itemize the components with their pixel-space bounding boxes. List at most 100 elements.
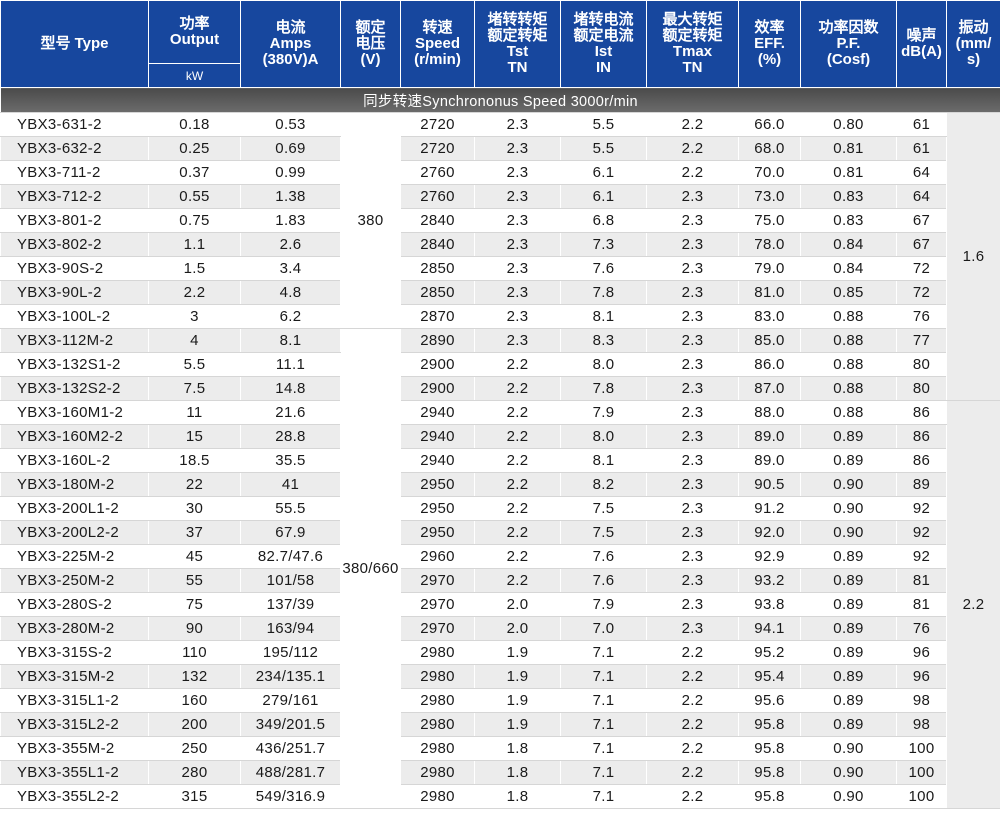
cell-tst-tn: 2.2: [474, 376, 561, 401]
cell-tmax-tn: 2.2: [646, 136, 739, 161]
cell-power-factor: 0.81: [800, 160, 897, 185]
table-row: YBX3-801-2 0.75 1.83 2840 2.3 6.8 2.3 75.0 0.83 6…: [0, 208, 1000, 233]
cell-ist-in: 7.1: [560, 664, 647, 689]
cell-power-factor: 0.89: [800, 664, 897, 689]
cell-noise: 64: [896, 184, 947, 209]
cell-tst-tn: 2.2: [474, 424, 561, 449]
cell-model: YBX3-132S1-2: [0, 352, 149, 377]
cell-speed: 2980: [400, 664, 475, 689]
cell-model: YBX3-200L1-2: [0, 496, 149, 521]
table-row: YBX3-225M-2 45 82.7/47.6 2960 2.2 7.6 2.3 92.9 0…: [0, 544, 1000, 569]
cell-current: 82.7/47.6: [240, 544, 341, 569]
cell-tst-tn: 2.3: [474, 256, 561, 281]
cell-power-factor: 0.89: [800, 448, 897, 473]
cell-power: 1.1: [148, 232, 241, 257]
cell-tst-tn: 2.2: [474, 352, 561, 377]
cell-model: YBX3-801-2: [0, 208, 149, 233]
cell-noise: 92: [896, 496, 947, 521]
cell-current: 101/58: [240, 568, 341, 593]
cell-tst-tn: 2.3: [474, 112, 561, 137]
cell-power: 5.5: [148, 352, 241, 377]
table-row: YBX3-100L-2 3 6.2 2870 2.3 8.1 2.3 83.0 0.88 76: [0, 304, 1000, 329]
cell-ist-in: 7.1: [560, 712, 647, 737]
cell-current: 35.5: [240, 448, 341, 473]
cell-power: 22: [148, 472, 241, 497]
table-row: YBX3-315L1-2 160 279/161 2980 1.9 7.1 2.2 95.6 0…: [0, 688, 1000, 713]
table-row: YBX3-355L2-2 315 549/316.9 2980 1.8 7.1 2.2 95.…: [0, 784, 1000, 809]
cell-speed: 2840: [400, 208, 475, 233]
header-efficiency: 效率 EFF. (%): [738, 0, 801, 88]
cell-tst-tn: 2.2: [474, 496, 561, 521]
cell-noise: 100: [896, 760, 947, 785]
cell-efficiency: 95.4: [738, 664, 801, 689]
table-row: YBX3-132S2-2 7.5 14.8 2900 2.2 7.8 2.3 87.0 0.88…: [0, 376, 1000, 401]
table-header: 型号 Type 功率 Output 电流 Amps (380V)A 额定 电压 (V) 转…: [0, 0, 1000, 88]
header-power-unit: kW: [148, 63, 241, 88]
cell-efficiency: 85.0: [738, 328, 801, 353]
cell-ist-in: 7.1: [560, 784, 647, 809]
cell-tst-tn: 2.0: [474, 616, 561, 641]
cell-current: 234/135.1: [240, 664, 341, 689]
table-row: YBX3-355L1-2 280 488/281.7 2980 1.8 7.1 2.2 95.…: [0, 760, 1000, 785]
cell-efficiency: 88.0: [738, 400, 801, 425]
cell-vibration: 2.2: [946, 400, 1000, 809]
cell-speed: 2980: [400, 736, 475, 761]
cell-noise: 72: [896, 256, 947, 281]
cell-speed: 2950: [400, 496, 475, 521]
table-row: YBX3-250M-2 55 101/58 2970 2.2 7.6 2.3 93.2 0.89…: [0, 568, 1000, 593]
cell-power: 280: [148, 760, 241, 785]
cell-tmax-tn: 2.3: [646, 184, 739, 209]
cell-noise: 92: [896, 520, 947, 545]
table-row: YBX3-112M-2 4 8.1 380/660 2890 2.3 8.3 2.3 85.0 0…: [0, 328, 1000, 809]
cell-power-factor: 0.88: [800, 400, 897, 425]
cell-noise: 100: [896, 736, 947, 761]
cell-speed: 2960: [400, 544, 475, 569]
cell-tmax-tn: 2.3: [646, 568, 739, 593]
cell-tst-tn: 1.9: [474, 664, 561, 689]
cell-ist-in: 7.1: [560, 736, 647, 761]
cell-speed: 2850: [400, 256, 475, 281]
cell-tst-tn: 2.2: [474, 520, 561, 545]
cell-ist-in: 7.6: [560, 544, 647, 569]
cell-tst-tn: 2.0: [474, 592, 561, 617]
cell-speed: 2940: [400, 400, 475, 425]
cell-noise: 81: [896, 592, 947, 617]
cell-tst-tn: 1.9: [474, 640, 561, 665]
header-vibration: 振动 (mm/s): [946, 0, 1000, 88]
cell-model: YBX3-711-2: [0, 160, 149, 185]
cell-noise: 67: [896, 208, 947, 233]
cell-ist-in: 6.1: [560, 160, 647, 185]
cell-ist-in: 7.1: [560, 640, 647, 665]
cell-efficiency: 95.8: [738, 784, 801, 809]
cell-tmax-tn: 2.3: [646, 232, 739, 257]
cell-efficiency: 75.0: [738, 208, 801, 233]
cell-efficiency: 81.0: [738, 280, 801, 305]
cell-efficiency: 90.5: [738, 472, 801, 497]
cell-power-factor: 0.89: [800, 712, 897, 737]
cell-power: 11: [148, 400, 241, 425]
cell-model: YBX3-315L2-2: [0, 712, 149, 737]
cell-model: YBX3-631-2: [0, 112, 149, 137]
cell-power-factor: 0.89: [800, 592, 897, 617]
table-row: YBX3-712-2 0.55 1.38 2760 2.3 6.1 2.3 73.0 0.83 6…: [0, 184, 1000, 209]
cell-tst-tn: 1.8: [474, 736, 561, 761]
cell-noise: 61: [896, 136, 947, 161]
cell-tst-tn: 2.2: [474, 568, 561, 593]
header-power-factor: 功率因数 P.F. (Cosf): [800, 0, 897, 88]
cell-model: YBX3-280S-2: [0, 592, 149, 617]
cell-tmax-tn: 2.2: [646, 760, 739, 785]
cell-model: YBX3-315L1-2: [0, 688, 149, 713]
cell-power-factor: 0.89: [800, 568, 897, 593]
cell-speed: 2840: [400, 232, 475, 257]
cell-ist-in: 7.6: [560, 256, 647, 281]
cell-noise: 92: [896, 544, 947, 569]
cell-speed: 2850: [400, 280, 475, 305]
cell-efficiency: 78.0: [738, 232, 801, 257]
cell-noise: 72: [896, 280, 947, 305]
table-row: YBX3-315S-2 110 195/112 2980 1.9 7.1 2.2 95.2 0.…: [0, 640, 1000, 665]
cell-tst-tn: 2.3: [474, 280, 561, 305]
cell-efficiency: 92.0: [738, 520, 801, 545]
cell-current: 549/316.9: [240, 784, 341, 809]
cell-current: 436/251.7: [240, 736, 341, 761]
